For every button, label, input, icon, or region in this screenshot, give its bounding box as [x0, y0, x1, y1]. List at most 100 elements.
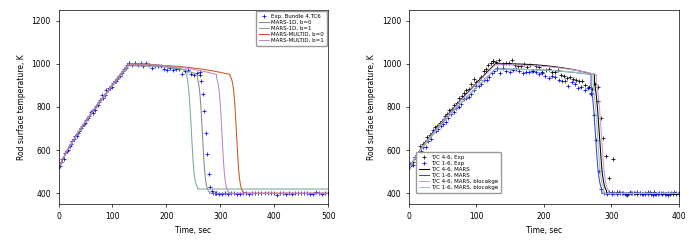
MARS-MULTID, b=0 — [242, 192, 250, 195]
MARS-1D, b=1 — [194, 188, 202, 191]
T/C 1-6, MARS — [659, 192, 667, 195]
T/C 4-6, MARS — [659, 192, 668, 195]
T/C 4-6, MARS, blocakge — [484, 70, 493, 73]
T/C 1-6, MARS — [603, 192, 611, 195]
T/C 1-6, MARS, blocakge — [589, 73, 597, 76]
MARS-MULTID, b=0 — [100, 94, 108, 97]
T/C 4-6, Exp — [407, 164, 415, 167]
MARS-1D, b=1 — [183, 69, 191, 72]
MARS-1D, b=0 — [198, 123, 206, 126]
MARS-MULTID, b=1 — [304, 192, 312, 195]
X-axis label: Time, sec: Time, sec — [175, 226, 212, 235]
MARS-1D, b=0 — [194, 73, 202, 76]
T/C 4-6, MARS — [484, 69, 493, 72]
Line: MARS-MULTID, b=0: MARS-MULTID, b=0 — [59, 65, 328, 193]
MARS-MULTID, b=1 — [217, 122, 225, 125]
T/C 4-6, MARS — [590, 73, 599, 76]
X-axis label: Time, sec: Time, sec — [526, 226, 562, 235]
MARS-1D, b=1 — [125, 64, 133, 67]
T/C 1-6, Exp — [455, 105, 463, 108]
T/C 1-6, MARS — [461, 97, 469, 100]
Exp. Bundle 4,TC6 — [278, 192, 287, 195]
Exp. Bundle 4,TC6 — [96, 98, 105, 101]
T/C 1-6, MARS — [590, 126, 599, 129]
T/C 4-6, MARS — [608, 192, 616, 195]
MARS-1D, b=1 — [119, 71, 127, 74]
T/C 4-6, Exp — [666, 192, 675, 195]
Line: T/C 1-6, Exp: T/C 1-6, Exp — [409, 66, 681, 197]
T/C 4-6, MARS, blocakge — [491, 63, 500, 66]
T/C 4-6, MARS, blocakge — [604, 192, 613, 195]
Line: MARS-1D, b=0: MARS-1D, b=0 — [59, 64, 328, 193]
T/C 1-6, Exp — [667, 192, 675, 195]
T/C 1-6, Exp — [574, 87, 582, 90]
MARS-MULTID, b=1 — [226, 192, 234, 195]
Line: T/C 4-6, MARS: T/C 4-6, MARS — [409, 64, 679, 193]
Line: T/C 4-6, MARS, blocakge: T/C 4-6, MARS, blocakge — [409, 65, 679, 193]
Y-axis label: Rod surface temperature, K: Rod surface temperature, K — [367, 54, 376, 160]
Line: MARS-MULTID, b=1: MARS-MULTID, b=1 — [59, 65, 328, 193]
T/C 4-6, MARS, blocakge — [405, 168, 413, 171]
MARS-MULTID, b=0 — [54, 168, 63, 171]
T/C 1-6, Exp — [464, 95, 473, 98]
MARS-1D, b=1 — [54, 168, 63, 171]
MARS-MULTID, b=1 — [119, 70, 127, 73]
MARS-1D, b=0 — [214, 192, 222, 195]
MARS-1D, b=1 — [297, 188, 305, 191]
MARS-MULTID, b=1 — [54, 168, 63, 171]
T/C 1-6, Exp — [657, 192, 665, 195]
T/C 4-6, MARS, blocakge — [597, 125, 605, 128]
MARS-MULTID, b=0 — [226, 73, 234, 76]
T/C 1-6, MARS — [675, 192, 683, 195]
Line: T/C 1-6, MARS: T/C 1-6, MARS — [409, 69, 679, 193]
Exp. Bundle 4,TC6 — [200, 110, 208, 113]
MARS-MULTID, b=0 — [248, 192, 256, 195]
T/C 1-6, Exp — [664, 193, 672, 196]
T/C 1-6, MARS, blocakge — [605, 192, 613, 195]
T/C 1-6, MARS, blocakge — [675, 192, 683, 195]
T/C 4-6, Exp — [508, 59, 516, 62]
Line: T/C 1-6, MARS, blocakge: T/C 1-6, MARS, blocakge — [409, 69, 679, 193]
T/C 4-6, MARS — [461, 94, 469, 96]
T/C 1-6, Exp — [407, 162, 415, 165]
T/C 1-6, Exp — [675, 192, 683, 195]
MARS-MULTID, b=1 — [324, 192, 332, 195]
T/C 4-6, MARS — [491, 62, 500, 65]
Exp. Bundle 4,TC6 — [306, 192, 314, 195]
T/C 1-6, MARS — [484, 74, 493, 77]
MARS-MULTID, b=1 — [100, 94, 108, 97]
Legend: Exp. Bundle 4,TC6, MARS-1D, b=0, MARS-1D, b=1, MARS-MULTID, b=0, MARS-MULTID, b=: Exp. Bundle 4,TC6, MARS-1D, b=0, MARS-1D… — [256, 11, 327, 46]
T/C 4-6, MARS, blocakge — [609, 192, 617, 195]
MARS-MULTID, b=1 — [233, 192, 241, 195]
T/C 1-6, MARS — [491, 68, 500, 70]
T/C 1-6, Exp — [548, 75, 556, 78]
MARS-MULTID, b=1 — [125, 63, 133, 66]
Line: T/C 4-6, Exp: T/C 4-6, Exp — [409, 58, 681, 196]
T/C 1-6, MARS, blocakge — [599, 192, 608, 195]
T/C 1-6, MARS — [405, 168, 413, 171]
MARS-1D, b=1 — [100, 95, 108, 98]
T/C 4-6, MARS, blocakge — [593, 73, 601, 76]
Y-axis label: Rod surface temperature, K: Rod surface temperature, K — [17, 54, 26, 160]
MARS-1D, b=0 — [100, 94, 108, 96]
Exp. Bundle 4,TC6 — [101, 94, 109, 96]
T/C 4-6, MARS, blocakge — [461, 94, 469, 97]
T/C 4-6, Exp — [566, 75, 574, 78]
T/C 1-6, MARS, blocakge — [491, 68, 500, 70]
T/C 4-6, Exp — [675, 192, 683, 195]
Exp. Bundle 4,TC6 — [56, 164, 64, 167]
Exp. Bundle 4,TC6 — [273, 193, 281, 196]
MARS-MULTID, b=1 — [212, 73, 220, 76]
T/C 4-6, Exp — [453, 102, 461, 105]
T/C 4-6, Exp — [658, 193, 666, 196]
Exp. Bundle 4,TC6 — [267, 192, 275, 195]
T/C 4-6, MARS — [595, 125, 603, 128]
T/C 4-6, Exp — [638, 193, 646, 196]
T/C 4-6, MARS — [602, 192, 610, 195]
MARS-1D, b=0 — [125, 62, 133, 65]
MARS-1D, b=1 — [187, 120, 195, 122]
MARS-1D, b=0 — [300, 192, 308, 195]
MARS-MULTID, b=0 — [232, 120, 240, 123]
MARS-MULTID, b=0 — [119, 70, 127, 73]
T/C 4-6, MARS, blocakge — [660, 192, 668, 195]
